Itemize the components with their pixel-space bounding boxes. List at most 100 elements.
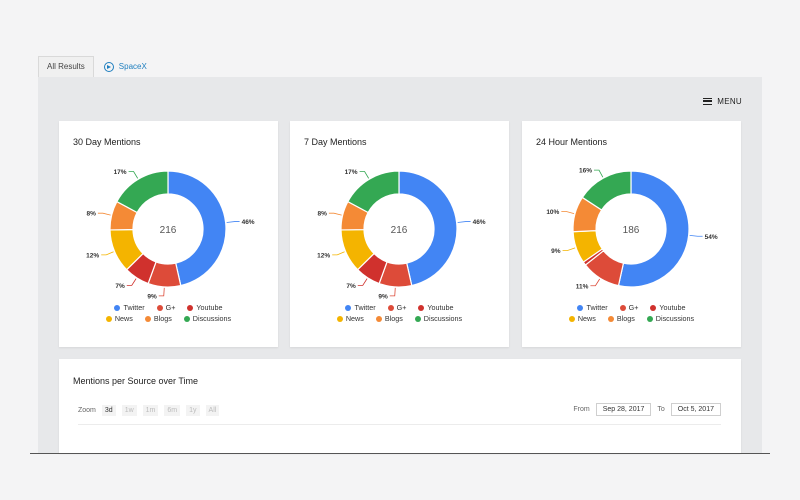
legend-label: News <box>114 314 133 323</box>
legend-label: Blogs <box>384 314 403 323</box>
legend-item-blogs[interactable]: Blogs <box>144 314 172 323</box>
label-connector <box>97 212 111 216</box>
chart-title: 30 Day Mentions <box>73 137 141 147</box>
label-connector <box>457 221 471 223</box>
slice-twitter[interactable] <box>398 170 458 287</box>
legend-item-discussions[interactable]: Discussions <box>414 314 463 323</box>
legend-swatch <box>187 304 194 311</box>
legend-item-g[interactable]: G+ <box>156 303 176 312</box>
slice-discussions[interactable] <box>347 170 400 214</box>
chart-title: 7 Day Mentions <box>304 137 367 147</box>
tab-all-results[interactable]: All Results <box>38 56 94 77</box>
center-total: 216 <box>160 225 177 236</box>
chart-legend: Twitter G+ Youtube News Blogs Discussions <box>59 302 278 324</box>
hamburger-icon <box>703 98 713 105</box>
legend-item-news[interactable]: News <box>105 314 133 323</box>
data-label-news: 9% <box>551 248 561 255</box>
tab-spacex[interactable]: SpaceX <box>94 56 155 77</box>
chart-title: 24 Hour Mentions <box>536 137 608 147</box>
data-label-discussions: 16% <box>579 168 592 175</box>
legend-label: G+ <box>396 303 407 312</box>
slice-twitter[interactable] <box>617 170 690 288</box>
legend-item-news[interactable]: News <box>336 314 364 323</box>
zoom-all-button[interactable]: All <box>205 405 220 416</box>
legend-swatch <box>646 315 653 322</box>
zoom-3d-button[interactable]: 3d <box>101 405 116 416</box>
legend-item-youtube[interactable]: Youtube <box>187 303 223 312</box>
legend-row: Twitter G+ Youtube <box>59 302 278 313</box>
label-connector <box>226 221 240 223</box>
legend-swatch <box>414 315 421 322</box>
legend-item-twitter[interactable]: Twitter <box>114 303 145 312</box>
zoom-6m-button[interactable]: 6m <box>164 405 181 416</box>
legend-swatch <box>336 315 343 322</box>
data-label-twitter: 54% <box>705 234 718 241</box>
to-label: To <box>657 406 665 413</box>
chart-card-24-hour: 24 Hour Mentions 54% 11% 9% 10% 16% 186 Twitt… <box>522 121 741 347</box>
donut-chart-30-day: 46% 9% 7% 12% 8% 17% 216 <box>86 169 255 299</box>
timeline-card: Mentions per Source over Time Zoom 3d 1w… <box>59 359 741 453</box>
legend-label: Discussions <box>423 314 463 323</box>
slice-discussions[interactable] <box>581 170 632 211</box>
tab-bar: All Results SpaceX <box>38 56 155 78</box>
legend-label: Youtube <box>196 303 223 312</box>
divider <box>30 453 770 454</box>
center-total: 216 <box>391 225 408 236</box>
legend-item-g[interactable]: G+ <box>619 303 638 312</box>
legend-item-blogs[interactable]: Blogs <box>607 314 635 323</box>
legend-label: Twitter <box>586 303 608 312</box>
zoom-1y-button[interactable]: 1y <box>186 405 200 416</box>
legend-swatch <box>345 304 352 311</box>
donut-chart-24-hour: 54% 11% 9% 10% 16% 186 <box>546 168 718 291</box>
zoom-1w-button[interactable]: 1w <box>121 405 137 416</box>
dashboard-area: MENU 30 Day Mentions 46% 9% 7% 12% 8% 17% 216 … <box>38 77 762 453</box>
from-date-input[interactable]: Sep 28, 2017 <box>595 403 652 416</box>
label-connector <box>332 251 345 256</box>
data-label-discussions: 17% <box>345 169 358 176</box>
chart-card-7-day: 7 Day Mentions 46% 9% 7% 12% 8% 17% 216 Twitte… <box>290 121 509 347</box>
data-label-youtube: 7% <box>346 283 356 290</box>
legend-item-news[interactable]: News <box>568 314 596 323</box>
legend-label: Discussions <box>655 314 695 323</box>
legend-item-youtube[interactable]: Youtube <box>650 303 686 312</box>
legend-swatch <box>619 304 626 311</box>
legend-row: News Blogs Discussions <box>290 313 509 324</box>
legend-item-twitter[interactable]: Twitter <box>345 303 376 312</box>
legend-item-discussions[interactable]: Discussions <box>646 314 695 323</box>
play-circle-icon <box>103 61 114 72</box>
legend-item-twitter[interactable]: Twitter <box>577 303 608 312</box>
legend-swatch <box>156 304 163 311</box>
chart-legend: Twitter G+ Youtube News Blogs Discussions <box>290 302 509 324</box>
legend-item-blogs[interactable]: Blogs <box>375 314 403 323</box>
label-connector <box>126 278 137 286</box>
data-label-twitter: 46% <box>242 219 255 226</box>
legend-label: Twitter <box>123 303 145 312</box>
data-label-g: 9% <box>378 293 388 299</box>
label-connector <box>590 278 601 287</box>
data-label-youtube: 7% <box>115 283 125 290</box>
data-label-blogs: 8% <box>317 211 327 218</box>
to-date-input[interactable]: Oct 5, 2017 <box>670 403 721 416</box>
data-label-blogs: 8% <box>86 211 96 218</box>
data-label-discussions: 17% <box>114 169 127 176</box>
slice-twitter[interactable] <box>167 170 227 287</box>
legend-item-g[interactable]: G+ <box>387 303 407 312</box>
label-connector <box>562 247 576 251</box>
zoom-1m-button[interactable]: 1m <box>142 405 159 416</box>
label-connector <box>689 235 703 237</box>
legend-label: News <box>577 314 596 323</box>
legend-label: G+ <box>165 303 176 312</box>
legend-item-discussions[interactable]: Discussions <box>183 314 231 323</box>
legend-row: News Blogs Discussions <box>522 313 741 324</box>
legend-row: News Blogs Discussions <box>59 313 278 324</box>
data-label-blogs: 10% <box>546 209 559 216</box>
legend-label: News <box>345 314 364 323</box>
zoom-controls: Zoom 3d 1w 1m 6m 1y All <box>78 405 220 416</box>
data-label-news: 12% <box>86 252 99 259</box>
from-label: From <box>573 406 590 413</box>
menu-button[interactable]: MENU <box>703 97 742 106</box>
center-total: 186 <box>623 225 640 236</box>
label-connector <box>594 169 604 178</box>
slice-discussions[interactable] <box>116 170 169 214</box>
legend-item-youtube[interactable]: Youtube <box>418 303 454 312</box>
